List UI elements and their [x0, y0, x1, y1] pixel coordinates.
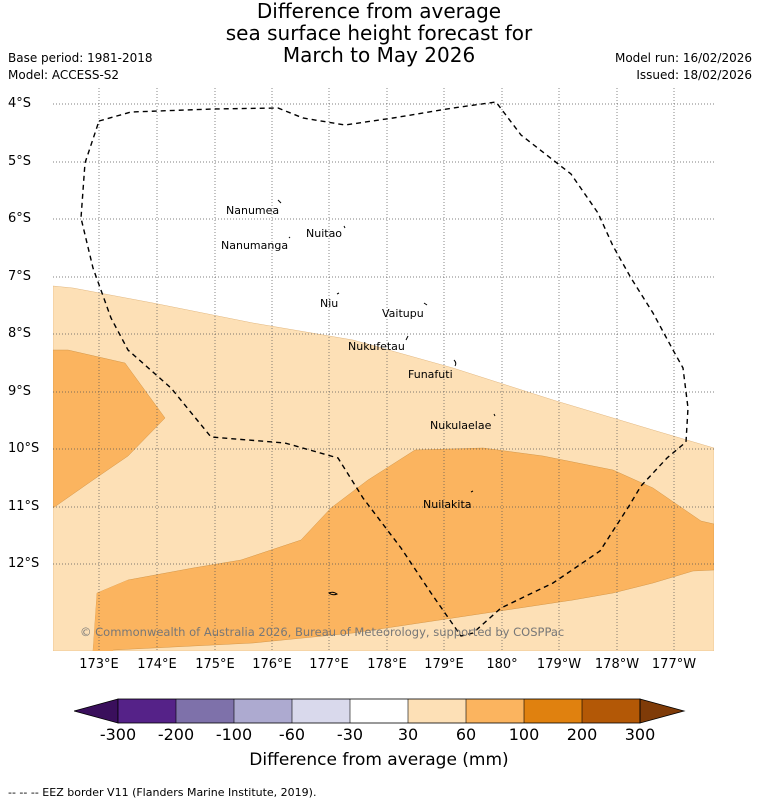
copyright-notice: © Commonwealth of Australia 2026, Bureau…: [80, 625, 564, 639]
island-funafuti: [453, 359, 457, 367]
lon-label-179e: 179°E: [424, 657, 464, 672]
islands: [277, 199, 496, 596]
island-nanumea: [277, 199, 282, 204]
lat-label-5s: 5°S: [8, 154, 32, 169]
lon-label-175e: 175°E: [195, 657, 235, 672]
colorbar-tick-10: 300: [624, 725, 656, 744]
island-nukufetau: [405, 335, 409, 341]
colorbar-segment-1: [118, 699, 176, 723]
meta-left: Base period: 1981-2018 Model: ACCESS-S2: [8, 50, 153, 84]
map-title: Difference from average sea surface heig…: [0, 0, 758, 66]
base-period: Base period: 1981-2018: [8, 51, 153, 65]
island-vaitupu: [423, 302, 428, 306]
eez-border: [80, 101, 689, 637]
lon-label-174e: 174°E: [137, 657, 177, 672]
colorbar-tick-6: 30: [397, 725, 419, 744]
lat-label-4s: 4°S: [8, 96, 32, 111]
colorbar-segment-4: [292, 699, 350, 723]
lon-label-177e: 177°E: [309, 657, 349, 672]
colorbar-segment-7: [466, 699, 524, 723]
colorbar-extend-low: [74, 698, 119, 724]
colorbar-segment-8: [524, 699, 582, 723]
lon-label-177w: 177°W: [651, 657, 697, 672]
anomaly-region-60-100-south: [92, 447, 714, 651]
colorbar-tick-5: -30: [336, 725, 364, 744]
title-line-1: Difference from average: [256, 0, 502, 23]
lon-label-180: 180°: [486, 657, 518, 672]
lon-label-178e: 178°E: [367, 657, 407, 672]
colorbar-tick-9: 200: [566, 725, 598, 744]
colorbar-title: Difference from average (mm): [249, 750, 509, 770]
lat-label-11s: 11°S: [8, 499, 40, 514]
lat-label-10s: 10°S: [8, 441, 40, 456]
issued-date: Issued: 18/02/2026: [636, 68, 752, 82]
place-label-nukulaelae: Nukulaelae: [430, 419, 492, 432]
island-nuilakita: [470, 490, 474, 493]
island-niu: [336, 292, 340, 295]
island-nanumanga: [288, 236, 291, 239]
colorbar-tick-3: -100: [215, 725, 253, 744]
lon-label-173e: 173°E: [79, 657, 119, 672]
sea-surface-height-map: Nanumea Nuitao Nanumanga Niu Vaitupu Nuk…: [53, 88, 714, 651]
place-labels: Nanumea Nuitao Nanumanga Niu Vaitupu Nuk…: [221, 204, 492, 511]
colorbar-tick-8: 100: [508, 725, 540, 744]
place-label-nukufetau: Nukufetau: [348, 340, 405, 353]
eez-footnote: -- -- -- EEZ border V11 (Flanders Marine…: [8, 786, 317, 799]
island-nukulaelae: [493, 413, 496, 417]
model-name: Model: ACCESS-S2: [8, 68, 120, 82]
colorbar-tick-4: -60: [278, 725, 306, 744]
place-label-nanumanga: Nanumanga: [221, 239, 288, 252]
lat-label-6s: 6°S: [8, 211, 32, 226]
colorbar-segment-6: [408, 699, 466, 723]
colorbar-tick-1: -300: [99, 725, 137, 744]
colorbar-segment-5: [350, 699, 408, 723]
place-label-nuilakita: Nuilakita: [423, 498, 472, 511]
place-label-vaitupu: Vaitupu: [382, 307, 424, 320]
colorbar-segment-2: [176, 699, 234, 723]
lat-label-9s: 9°S: [8, 384, 32, 399]
lon-label-179w: 179°W: [536, 657, 582, 672]
title-line-3: March to May 2026: [282, 43, 476, 67]
lat-label-7s: 7°S: [8, 269, 32, 284]
place-label-niu: Niu: [320, 297, 338, 310]
colorbar-tick-7: 60: [455, 725, 477, 744]
lat-label-8s: 8°S: [8, 326, 32, 341]
anomaly-region-lower-band: [93, 580, 128, 651]
island-nuitao: [343, 225, 346, 229]
place-label-nuitao: Nuitao: [306, 227, 342, 240]
meta-right: Model run: 16/02/2026 Issued: 18/02/2026: [615, 50, 752, 84]
colorbar-frame: [117, 698, 641, 724]
lat-label-12s: 12°S: [8, 556, 40, 571]
colorbar-segment-3: [234, 699, 292, 723]
lon-label-178w: 178°W: [594, 657, 640, 672]
colorbar-tick-2: -200: [157, 725, 195, 744]
graticule: [53, 88, 714, 651]
place-label-nanumea: Nanumea: [226, 204, 279, 217]
anomaly-region-60-100-west: [53, 349, 166, 509]
model-run: Model run: 16/02/2026: [614, 51, 752, 65]
colorbar-extend-high: [639, 698, 686, 724]
title-line-2: sea surface height forecast for: [225, 21, 533, 45]
colorbar: [74, 698, 686, 724]
colorbar-segment-9: [582, 699, 640, 723]
island-small-south: [328, 591, 338, 596]
place-label-funafuti: Funafuti: [408, 368, 453, 381]
lon-label-176e: 176°E: [252, 657, 292, 672]
